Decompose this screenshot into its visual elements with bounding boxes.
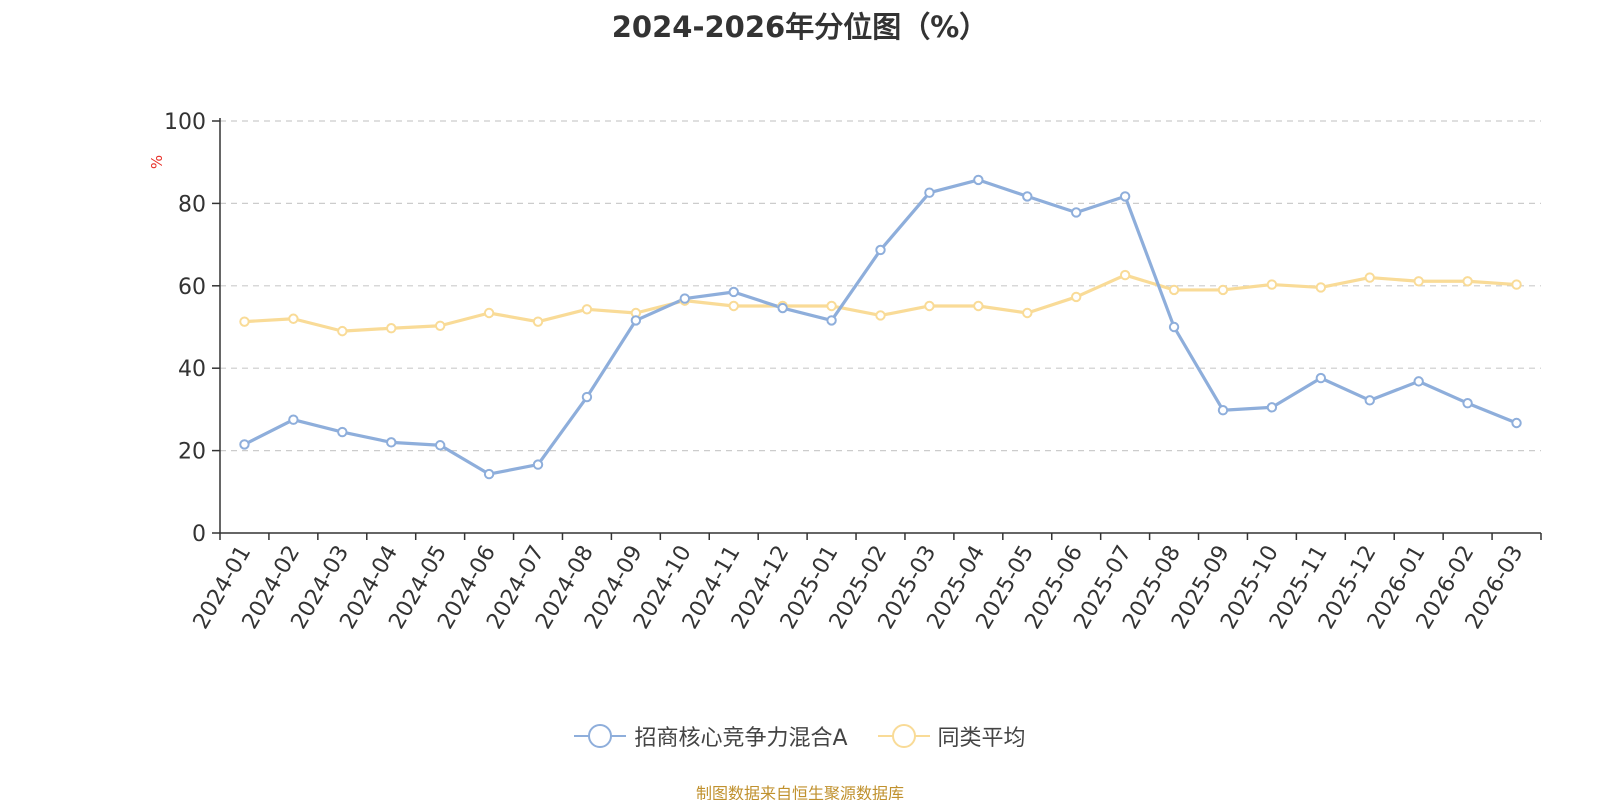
data-point-s1-2025-08 xyxy=(1168,284,1180,296)
data-point-s1-2025-05 xyxy=(1022,307,1033,319)
data-point-s0-2025-04 xyxy=(973,174,984,186)
data-point-s0-2024-05 xyxy=(434,440,446,451)
data-point-s1-2026-02 xyxy=(1462,276,1473,287)
data-point-s0-2024-10 xyxy=(679,293,690,304)
y-tick-label-20: 20 xyxy=(178,440,206,465)
y-tick-label-0: 0 xyxy=(192,522,206,547)
data-point-s1-2025-03 xyxy=(924,300,935,312)
data-point-s0-2025-12 xyxy=(1364,395,1375,406)
data-point-s1-2024-01 xyxy=(239,316,250,327)
data-point-s0-2024-11 xyxy=(728,286,739,298)
legend-fund-symbol xyxy=(574,723,627,749)
data-point-s0-2025-09 xyxy=(1217,405,1229,416)
legend-average-label: 同类平均 xyxy=(937,726,1026,751)
data-point-s0-2024-03 xyxy=(337,426,348,438)
data-point-s1-2024-06 xyxy=(483,307,495,319)
legend-fund-label: 招商核心竞争力混合A xyxy=(634,726,848,751)
data-point-s0-2025-03 xyxy=(924,187,935,198)
data-point-s0-2025-06 xyxy=(1071,207,1082,218)
data-point-s0-2024-09 xyxy=(630,315,642,326)
legend-average-symbol xyxy=(877,723,930,749)
data-point-s0-2025-10 xyxy=(1266,402,1278,413)
data-point-s1-2025-01 xyxy=(826,300,837,312)
data-point-s1-2025-10 xyxy=(1266,279,1278,290)
y-tick-label-40: 40 xyxy=(178,357,206,382)
y-tick-label-100: 100 xyxy=(164,110,206,135)
data-point-s0-2025-08 xyxy=(1168,321,1180,333)
data-point-s1-2026-03 xyxy=(1511,279,1522,290)
data-point-s0-2026-01 xyxy=(1413,376,1424,387)
data-point-s1-2025-04 xyxy=(973,300,984,312)
data-point-s0-2024-02 xyxy=(288,414,299,425)
series-line-1 xyxy=(242,273,1519,333)
data-point-s1-2025-07 xyxy=(1119,269,1131,281)
data-point-s0-2024-07 xyxy=(532,459,544,470)
data-point-s1-2024-07 xyxy=(532,316,544,327)
legend: 招商核心竞争力混合A 同类平均 xyxy=(0,720,1600,752)
data-point-s0-2026-02 xyxy=(1462,398,1473,409)
data-point-s0-2024-06 xyxy=(483,468,495,480)
y-tick-label-60: 60 xyxy=(178,275,206,300)
legend-item-fund[interactable]: 招商核心竞争力混合A xyxy=(574,720,848,752)
data-point-s1-2026-01 xyxy=(1413,276,1424,287)
data-point-s0-2025-05 xyxy=(1022,191,1033,202)
data-point-s0-2024-04 xyxy=(386,437,397,448)
data-point-s0-2025-11 xyxy=(1315,372,1327,384)
data-point-s1-2024-05 xyxy=(434,320,446,331)
legend-item-average[interactable]: 同类平均 xyxy=(877,720,1026,752)
data-point-s1-2025-02 xyxy=(875,310,886,321)
data-point-s0-2024-12 xyxy=(777,302,788,314)
data-source-note: 制图数据来自恒生聚源数据库 xyxy=(695,784,904,800)
data-point-s0-2024-08 xyxy=(581,391,593,403)
data-point-s1-2025-11 xyxy=(1315,282,1327,293)
data-point-s0-2026-03 xyxy=(1511,417,1522,429)
data-point-s0-2025-07 xyxy=(1119,191,1131,202)
data-point-s0-2025-01 xyxy=(826,315,837,326)
y-tick-label-80: 80 xyxy=(178,192,206,217)
data-point-s0-2024-01 xyxy=(239,439,250,450)
data-point-s1-2025-09 xyxy=(1217,284,1229,296)
chart-title: 2024-2026年分位图（%） xyxy=(611,10,989,44)
data-point-s1-2025-06 xyxy=(1071,291,1082,303)
data-point-s1-2024-08 xyxy=(581,304,593,315)
data-point-s1-2024-03 xyxy=(337,325,348,337)
data-point-s0-2025-02 xyxy=(875,244,886,256)
data-point-s1-2024-11 xyxy=(728,300,739,312)
data-point-s1-2025-12 xyxy=(1364,272,1375,283)
data-point-s1-2024-04 xyxy=(386,323,397,334)
data-point-s1-2024-02 xyxy=(288,313,299,324)
